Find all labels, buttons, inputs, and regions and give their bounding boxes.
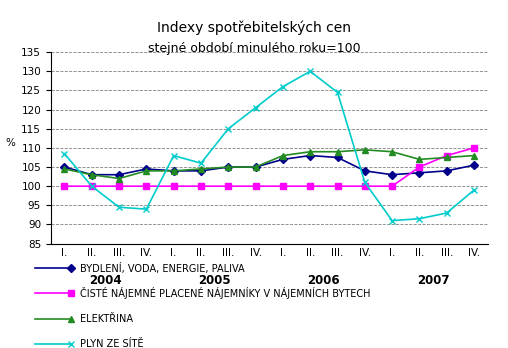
BYDLENÍ, VODA, ENERGIE, PALIVA bbox=[443, 169, 450, 173]
BYDLENÍ, VODA, ENERGIE, PALIVA bbox=[307, 153, 313, 158]
BYDLENÍ, VODA, ENERGIE, PALIVA bbox=[143, 167, 149, 171]
Text: PLYN ZE SÍTĚ: PLYN ZE SÍTĚ bbox=[80, 339, 144, 348]
ČISTÉ NÁJEMNÉ PLACENÉ NÁJEMNÍKY V NÁJEMNÍCH BYTECH bbox=[198, 184, 204, 188]
ČISTÉ NÁJEMNÉ PLACENÉ NÁJEMNÍKY V NÁJEMNÍCH BYTECH bbox=[334, 184, 340, 188]
PLYN ZE SÍTĚ bbox=[362, 180, 368, 184]
ELEKTŘINA bbox=[362, 148, 368, 152]
ČISTÉ NÁJEMNÉ PLACENÉ NÁJEMNÍKY V NÁJEMNÍCH BYTECH bbox=[225, 184, 231, 188]
Line: ELEKTŘINA: ELEKTŘINA bbox=[61, 147, 477, 181]
ELEKTŘINA bbox=[171, 169, 177, 173]
ČISTÉ NÁJEMNÉ PLACENÉ NÁJEMNÍKY V NÁJEMNÍCH BYTECH bbox=[307, 184, 313, 188]
ELEKTŘINA bbox=[61, 167, 68, 171]
Text: 2004: 2004 bbox=[89, 274, 122, 287]
ELEKTŘINA bbox=[252, 165, 259, 169]
ČISTÉ NÁJEMNÉ PLACENÉ NÁJEMNÍKY V NÁJEMNÍCH BYTECH bbox=[252, 184, 259, 188]
BYDLENÍ, VODA, ENERGIE, PALIVA bbox=[225, 165, 231, 169]
ČISTÉ NÁJEMNÉ PLACENÉ NÁJEMNÍKY V NÁJEMNÍCH BYTECH bbox=[280, 184, 286, 188]
PLYN ZE SÍTĚ bbox=[89, 184, 95, 188]
ČISTÉ NÁJEMNÉ PLACENÉ NÁJEMNÍKY V NÁJEMNÍCH BYTECH bbox=[389, 184, 395, 188]
ELEKTŘINA bbox=[225, 165, 231, 169]
ČISTÉ NÁJEMNÉ PLACENÉ NÁJEMNÍKY V NÁJEMNÍCH BYTECH bbox=[143, 184, 149, 188]
BYDLENÍ, VODA, ENERGIE, PALIVA bbox=[471, 163, 477, 167]
PLYN ZE SÍTĚ bbox=[471, 188, 477, 192]
ČISTÉ NÁJEMNÉ PLACENÉ NÁJEMNÍKY V NÁJEMNÍCH BYTECH bbox=[443, 153, 450, 158]
Line: ČISTÉ NÁJEMNÉ PLACENÉ NÁJEMNÍKY V NÁJEMNÍCH BYTECH: ČISTÉ NÁJEMNÉ PLACENÉ NÁJEMNÍKY V NÁJEMN… bbox=[61, 145, 477, 189]
ELEKTŘINA bbox=[198, 167, 204, 171]
ELEKTŘINA bbox=[143, 169, 149, 173]
ČISTÉ NÁJEMNÉ PLACENÉ NÁJEMNÍKY V NÁJEMNÍCH BYTECH bbox=[89, 184, 95, 188]
ELEKTŘINA bbox=[116, 176, 122, 181]
PLYN ZE SÍTĚ bbox=[116, 205, 122, 209]
ELEKTŘINA bbox=[89, 173, 95, 177]
PLYN ZE SÍTĚ bbox=[417, 216, 423, 221]
Line: BYDLENÍ, VODA, ENERGIE, PALIVA: BYDLENÍ, VODA, ENERGIE, PALIVA bbox=[61, 153, 477, 177]
PLYN ZE SÍTĚ bbox=[443, 211, 450, 215]
BYDLENÍ, VODA, ENERGIE, PALIVA bbox=[362, 169, 368, 173]
PLYN ZE SÍTĚ bbox=[143, 207, 149, 211]
ELEKTŘINA bbox=[280, 153, 286, 158]
ELEKTŘINA bbox=[307, 150, 313, 154]
ČISTÉ NÁJEMNÉ PLACENÉ NÁJEMNÍKY V NÁJEMNÍCH BYTECH bbox=[417, 165, 423, 169]
BYDLENÍ, VODA, ENERGIE, PALIVA bbox=[89, 173, 95, 177]
ELEKTŘINA bbox=[443, 155, 450, 159]
ČISTÉ NÁJEMNÉ PLACENÉ NÁJEMNÍKY V NÁJEMNÍCH BYTECH bbox=[61, 184, 68, 188]
ČISTÉ NÁJEMNÉ PLACENÉ NÁJEMNÍKY V NÁJEMNÍCH BYTECH bbox=[362, 184, 368, 188]
ELEKTŘINA bbox=[417, 157, 423, 161]
Y-axis label: %: % bbox=[5, 138, 15, 148]
Text: 2006: 2006 bbox=[307, 274, 340, 287]
BYDLENÍ, VODA, ENERGIE, PALIVA bbox=[417, 171, 423, 175]
Text: Indexy spotřebitelských cen: Indexy spotřebitelských cen bbox=[157, 21, 351, 35]
BYDLENÍ, VODA, ENERGIE, PALIVA bbox=[171, 169, 177, 173]
ELEKTŘINA bbox=[471, 153, 477, 158]
PLYN ZE SÍTĚ bbox=[61, 152, 68, 156]
Text: BYDLENÍ, VODA, ENERGIE, PALIVA: BYDLENÍ, VODA, ENERGIE, PALIVA bbox=[80, 263, 245, 274]
PLYN ZE SÍTĚ bbox=[252, 105, 259, 110]
ČISTÉ NÁJEMNÉ PLACENÉ NÁJEMNÍKY V NÁJEMNÍCH BYTECH bbox=[471, 146, 477, 150]
BYDLENÍ, VODA, ENERGIE, PALIVA bbox=[61, 165, 68, 169]
BYDLENÍ, VODA, ENERGIE, PALIVA bbox=[334, 155, 340, 159]
PLYN ZE SÍTĚ bbox=[334, 90, 340, 95]
Text: stejné období minulého roku=100: stejné období minulého roku=100 bbox=[148, 42, 360, 55]
PLYN ZE SÍTĚ bbox=[225, 127, 231, 131]
Line: PLYN ZE SÍTĚ: PLYN ZE SÍTĚ bbox=[61, 68, 478, 224]
BYDLENÍ, VODA, ENERGIE, PALIVA bbox=[280, 157, 286, 161]
BYDLENÍ, VODA, ENERGIE, PALIVA bbox=[252, 165, 259, 169]
Text: 2005: 2005 bbox=[198, 274, 231, 287]
PLYN ZE SÍTĚ bbox=[198, 161, 204, 165]
PLYN ZE SÍTĚ bbox=[389, 219, 395, 223]
BYDLENÍ, VODA, ENERGIE, PALIVA bbox=[389, 173, 395, 177]
ELEKTŘINA bbox=[389, 150, 395, 154]
ČISTÉ NÁJEMNÉ PLACENÉ NÁJEMNÍKY V NÁJEMNÍCH BYTECH bbox=[171, 184, 177, 188]
Text: 2007: 2007 bbox=[417, 274, 449, 287]
PLYN ZE SÍTĚ bbox=[171, 153, 177, 158]
PLYN ZE SÍTĚ bbox=[307, 69, 313, 73]
BYDLENÍ, VODA, ENERGIE, PALIVA bbox=[116, 173, 122, 177]
Text: ČISTÉ NÁJEMNÉ PLACENÉ NÁJEMNÍKY V NÁJEMNÍCH BYTECH: ČISTÉ NÁJEMNÉ PLACENÉ NÁJEMNÍKY V NÁJEMN… bbox=[80, 287, 371, 299]
ELEKTŘINA bbox=[334, 150, 340, 154]
Text: ELEKTŘINA: ELEKTŘINA bbox=[80, 314, 133, 324]
BYDLENÍ, VODA, ENERGIE, PALIVA bbox=[198, 169, 204, 173]
PLYN ZE SÍTĚ bbox=[280, 85, 286, 89]
ČISTÉ NÁJEMNÉ PLACENÉ NÁJEMNÍKY V NÁJEMNÍCH BYTECH bbox=[116, 184, 122, 188]
